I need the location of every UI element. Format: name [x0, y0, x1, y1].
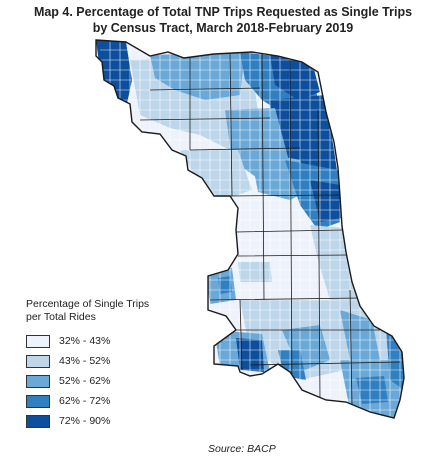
legend-title-line1: Percentage of Single Trips: [26, 298, 150, 310]
legend-title: Percentage of Single Trips per Total Rid…: [26, 298, 166, 324]
region-near-north-west: [180, 150, 252, 200]
legend-label: 43% - 52%: [59, 355, 111, 367]
legend-swatch: [26, 394, 50, 408]
region-southwest-core: [218, 276, 232, 294]
region-upper-northwest: [150, 52, 245, 100]
legend-item: 52% - 62%: [26, 372, 166, 390]
legend-swatch: [26, 374, 50, 388]
legend-item: 62% - 72%: [26, 392, 166, 410]
map-title: Map 4. Percentage of Total TNP Trips Req…: [0, 4, 446, 36]
legend-label: 52% - 62%: [59, 375, 111, 387]
legend: Percentage of Single Trips per Total Rid…: [26, 298, 166, 432]
legend-item: 32% - 43%: [26, 332, 166, 350]
map-title-line2: by Census Tract, March 2018-February 201…: [92, 21, 354, 35]
map-title-line1: Map 4. Percentage of Total TNP Trips Req…: [33, 5, 413, 19]
legend-swatch: [26, 334, 50, 348]
region-loop: [310, 180, 342, 222]
source-note: Source: BACP: [208, 443, 276, 455]
legend-item: 43% - 52%: [26, 352, 166, 370]
community-boundaries: [139, 53, 401, 406]
legend-label: 62% - 72%: [59, 395, 111, 407]
legend-title-line2: per Total Rides: [26, 311, 96, 323]
legend-label: 32% - 43%: [59, 335, 111, 347]
legend-label: 72% - 90%: [59, 415, 111, 427]
legend-item: 72% - 90%: [26, 412, 166, 430]
region-ohare: [96, 40, 132, 108]
region-midway-area: [238, 262, 272, 282]
legend-swatch: [26, 414, 50, 428]
legend-swatch: [26, 354, 50, 368]
